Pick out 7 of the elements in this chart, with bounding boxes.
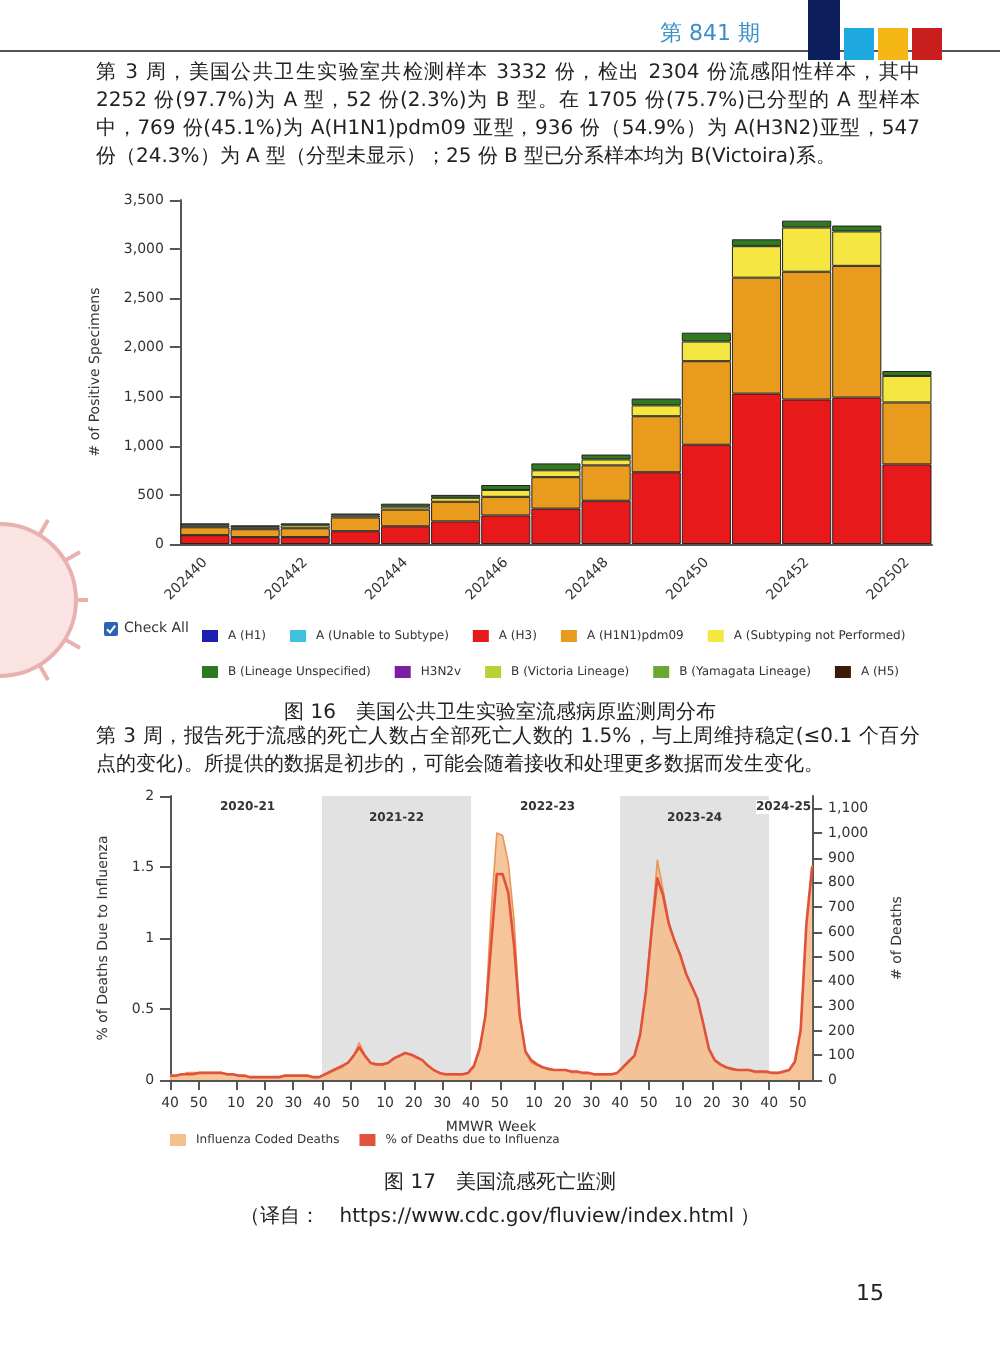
text: 第 841 期 — [660, 18, 760, 48]
text: （译自： https://www.cdc.gov/fluview/index.html ） — [237, 1204, 763, 1230]
text: 第 3 周，美国公共卫生实验室共检测样本 3332 份，检出 2304 份流感阳性样本，其中 2252 份(97.7%)为 A 型，52 份(2.3%)为 B 型。在 1705 份(75.7%)已分型的 A 型样本中，769 份(45.1%)为 A(H1N1)pdm09 亚型，936 份（54.9%）为 A(H3N2)亚型，547 份（24.3%）为 A 型（分型未显示）；25 份 B 型已分系样本均为 B(Victoira)系。 — [96, 60, 920, 172]
text: 第 3 周，报告死于流感的死亡人数占全部死亡人数的 1.5%，与上周维持稳定(≤0.1 个百分点的变化)。所提供的数据是初步的，可能会随着接收和处理更多数据而发生变化。 — [96, 724, 920, 780]
caption: 图 17 美国流感死亡监测 — [382, 1169, 618, 1196]
text: 15 — [856, 1280, 884, 1306]
caption: 图 16 美国公共卫生实验室流感病原监测周分布 — [282, 699, 718, 725]
